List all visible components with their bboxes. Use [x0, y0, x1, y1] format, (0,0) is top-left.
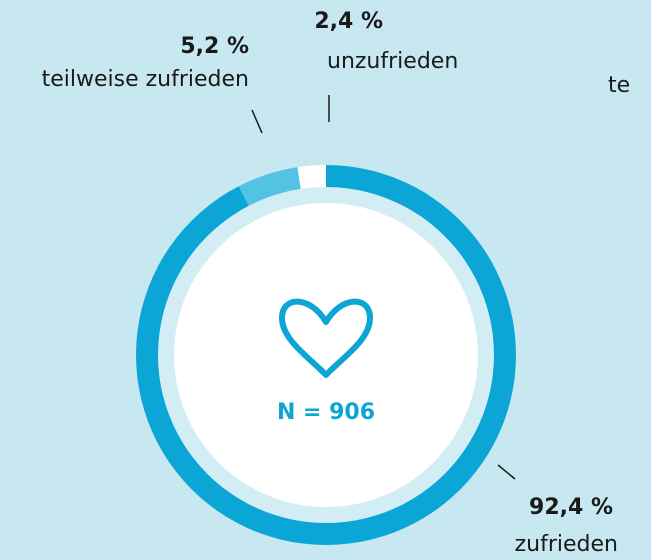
- leader-line: [497, 464, 516, 480]
- value-label: 2,4 %: [314, 9, 383, 34]
- value-label: 5,2 %: [180, 34, 249, 59]
- heart-icon: [279, 298, 373, 378]
- donut-segment: [297, 165, 326, 189]
- category-label: unzufrieden: [327, 49, 458, 74]
- category-label: teilweise zufrieden: [42, 67, 249, 92]
- donut-segment: [238, 167, 301, 206]
- inner-circle: [174, 203, 478, 507]
- value-label: 92,4 %: [529, 495, 613, 520]
- clipped-text: te: [608, 73, 630, 98]
- category-label: zufrieden: [515, 532, 618, 557]
- leader-line: [251, 109, 263, 134]
- center-text: N = 906: [277, 400, 375, 425]
